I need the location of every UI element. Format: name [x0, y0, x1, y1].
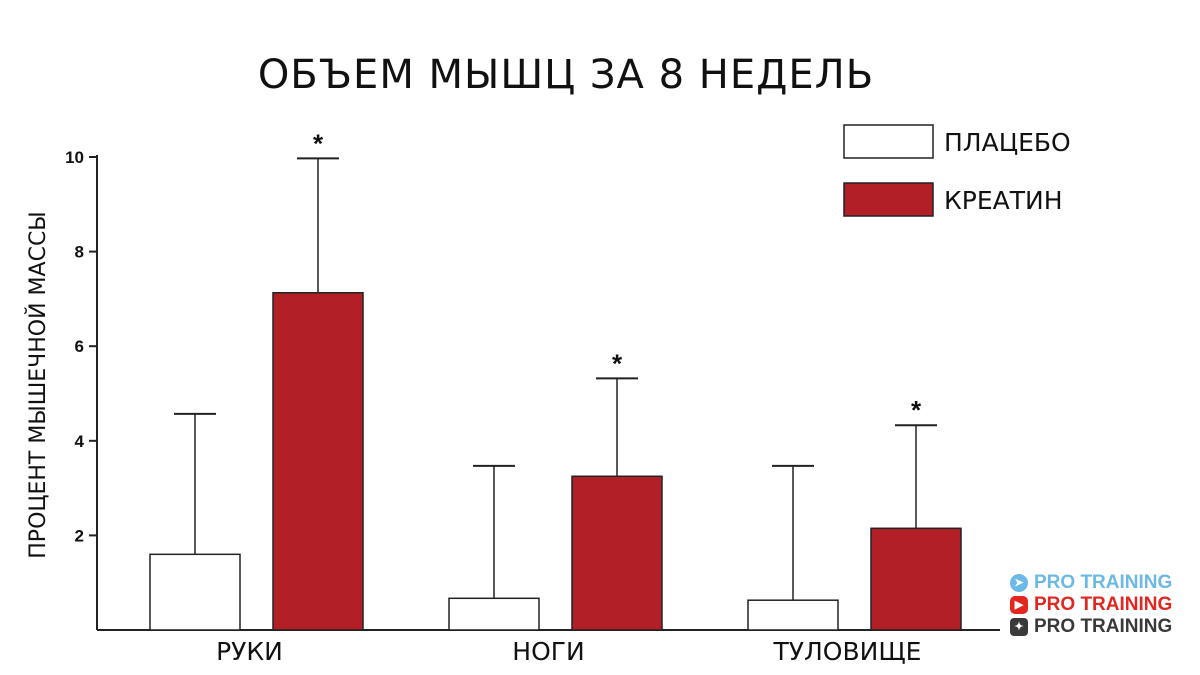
legend: ПЛАЦЕБО КРЕАТИН: [843, 124, 1071, 217]
significance-marker: *: [911, 395, 922, 425]
legend-label: КРЕАТИН: [944, 186, 1063, 215]
category-label: РУКИ: [216, 637, 283, 666]
significance-marker: *: [313, 128, 324, 158]
significance-marker: *: [612, 348, 623, 378]
bar-creatine: [272, 292, 364, 631]
bar-placebo: [149, 553, 241, 631]
legend-swatch-placebo: [843, 124, 934, 159]
bars: * * *: [149, 128, 962, 631]
y-tick-label: 10: [65, 148, 84, 167]
telegram-icon: ➤: [1010, 574, 1028, 592]
watermark-text: PRO TRAINING: [1034, 594, 1173, 615]
y-tick-label: 2: [75, 526, 84, 545]
star-icon: ✦: [1010, 618, 1028, 636]
category-labels: РУКИ НОГИ ТУЛОВИЩЕ: [216, 637, 921, 666]
bar-creatine: [870, 527, 962, 631]
bar-creatine: [571, 475, 663, 631]
bar-placebo: [448, 597, 540, 631]
legend-swatch-creatine: [843, 182, 934, 217]
category-label: НОГИ: [512, 637, 584, 666]
watermark-text: PRO TRAINING: [1034, 616, 1173, 637]
watermark-text: PRO TRAINING: [1034, 572, 1173, 593]
watermark-line-star: ✦ PRO TRAINING: [1010, 616, 1195, 638]
watermark-line-telegram: ➤ PRO TRAINING: [1010, 572, 1195, 594]
y-tick-label: 6: [75, 337, 84, 356]
watermark-line-youtube: ▶ PRO TRAINING: [1010, 594, 1195, 616]
y-tick-label: 8: [75, 243, 84, 262]
legend-label: ПЛАЦЕБО: [944, 128, 1071, 157]
youtube-icon: ▶: [1010, 596, 1028, 614]
y-tick-label: 4: [75, 432, 85, 451]
chart-title: ОБЪЕМ МЫШЦ ЗА 8 НЕДЕЛЬ: [258, 52, 874, 98]
y-axis-label: ПРОЦЕНТ МЫШЕЧНОЙ МАССЫ: [25, 211, 51, 558]
category-label: ТУЛОВИЩЕ: [773, 637, 922, 666]
axes: 2 4 6 8 10: [65, 148, 1000, 631]
bar-placebo: [747, 599, 839, 631]
